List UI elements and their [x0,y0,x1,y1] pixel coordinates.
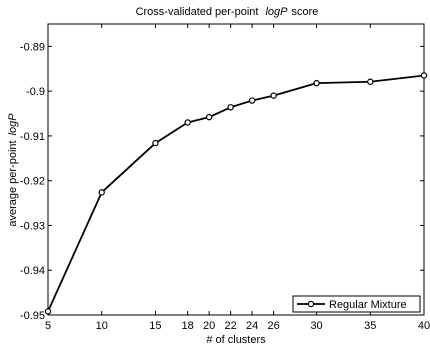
chart-title-pre: Cross-validated per-point [136,6,259,18]
data-point [98,189,105,196]
data-point [227,104,234,111]
data-point [313,79,320,87]
x-tick-label: 30 [310,320,322,332]
y-tick-label: -0.89 [20,41,45,53]
x-tick-label: 22 [225,320,237,332]
data-point [184,119,191,126]
legend-marker-sample [307,300,315,308]
y-axis-label-italic: logP [7,113,19,136]
x-tick-label: 10 [96,320,108,332]
data-point [44,308,52,315]
data-point [270,92,277,99]
x-tick-label: 35 [364,320,376,332]
chart-title-italic: logP [265,6,288,18]
y-axis-label-pre: average per-point [7,140,19,226]
y-tick-label: -0.9 [26,86,45,98]
x-axis-label: # of clusters [206,334,266,346]
x-tick-label: 26 [267,320,279,332]
data-point [152,139,159,147]
y-tick-label: -0.95 [20,310,45,322]
y-tick-label: -0.92 [20,176,45,188]
x-tick-label: 18 [182,320,194,332]
data-point [367,78,374,85]
x-tick-label: 20 [203,320,215,332]
series-layer [44,72,428,315]
legend: Regular Mixture [292,295,421,313]
x-axis: 5 10 15 18 20 22 24 26 30 35 40 [45,24,430,332]
data-point [420,72,428,79]
x-tick-label: 24 [246,320,258,332]
data-point [205,113,213,121]
x-tick-label: 40 [418,320,430,332]
legend-box [292,295,421,313]
data-point [248,97,256,104]
legend-label: Regular Mixture [329,299,407,311]
y-tick-label: -0.94 [20,265,45,277]
y-tick-label: -0.93 [20,220,45,232]
y-tick-label: -0.91 [20,131,45,143]
plot-area [47,23,425,316]
chart-title: Cross-validated per-point logP score [136,6,319,18]
x-tick-label: 5 [45,320,51,332]
chart-title-post: score [292,6,319,18]
y-axis: -0.95 -0.94 -0.93 -0.92 -0.91 -0.9 -0.89 [20,41,424,322]
y-axis-label: average per-point logP [7,113,19,227]
x-tick-label: 15 [149,320,161,332]
